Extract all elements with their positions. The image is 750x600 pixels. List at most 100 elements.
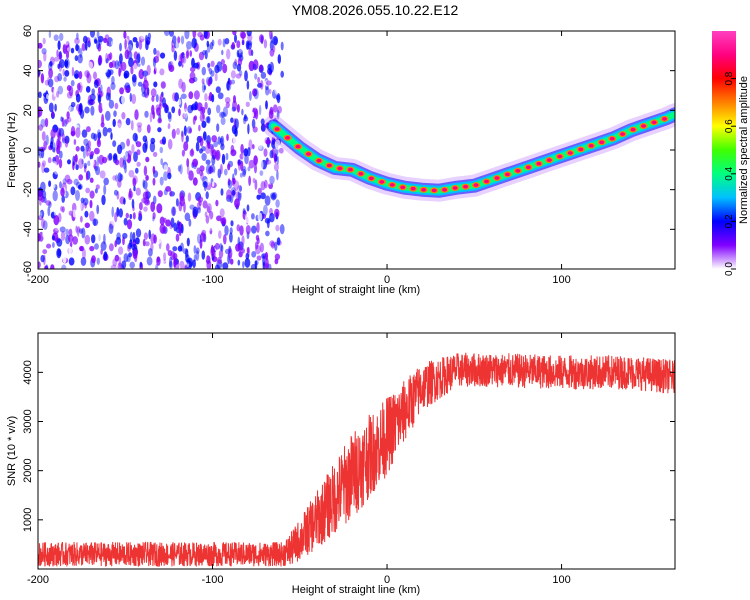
- noise-blob: [221, 216, 227, 226]
- noise-blob: [194, 115, 197, 121]
- noise-blob: [167, 172, 172, 180]
- noise-blob: [264, 257, 269, 269]
- signal-peak: [316, 158, 322, 163]
- noise-blob: [131, 103, 135, 111]
- noise-blob: [246, 204, 250, 212]
- noise-blob: [276, 109, 280, 120]
- noise-blob: [77, 202, 82, 212]
- noise-blob: [53, 56, 60, 62]
- noise-blob: [51, 110, 54, 118]
- noise-blob: [199, 209, 205, 218]
- signal-peak: [473, 183, 479, 187]
- noise-blob: [142, 45, 146, 54]
- noise-blob: [232, 189, 235, 198]
- noise-blob: [201, 250, 206, 260]
- y-tick-label: 1000: [22, 508, 34, 532]
- noise-blob: [97, 230, 102, 241]
- noise-blob: [174, 260, 180, 269]
- noise-blob: [171, 128, 176, 139]
- signal-peak: [557, 154, 563, 159]
- noise-blob: [74, 154, 78, 163]
- noise-blob: [51, 235, 56, 241]
- noise-blob: [134, 253, 138, 263]
- noise-blob: [100, 122, 105, 128]
- noise-blob: [239, 31, 246, 39]
- signal-peak: [285, 136, 291, 140]
- noise-blob: [114, 212, 118, 223]
- noise-blob: [135, 40, 139, 49]
- noise-blob: [150, 242, 154, 252]
- noise-blob: [63, 37, 70, 46]
- noise-blob: [251, 144, 255, 150]
- noise-blob: [198, 135, 203, 142]
- noise-blob: [95, 184, 100, 190]
- noise-blob: [72, 209, 77, 218]
- noise-blob: [64, 135, 70, 144]
- noise-blob: [260, 181, 266, 191]
- x-tick-label: -100: [202, 574, 224, 586]
- noise-blob: [42, 230, 49, 239]
- noise-blob: [156, 221, 160, 228]
- noise-blob: [164, 125, 168, 136]
- noise-blob: [196, 167, 201, 175]
- noise-blob: [131, 144, 135, 154]
- noise-blob: [257, 82, 263, 88]
- colorbar-tick-label: 0.8: [724, 71, 735, 85]
- noise-blob: [109, 243, 114, 252]
- noise-blob: [112, 175, 117, 181]
- noise-blob: [205, 116, 210, 123]
- noise-blob: [68, 104, 72, 112]
- noise-blob: [90, 31, 95, 38]
- noise-blob: [169, 256, 173, 268]
- noise-blob: [157, 190, 163, 198]
- noise-blob: [134, 109, 139, 121]
- noise-blob: [118, 256, 122, 267]
- noise-blob: [268, 88, 272, 95]
- noise-blob: [199, 206, 203, 214]
- noise-blob: [252, 107, 258, 116]
- noise-blob: [101, 194, 106, 206]
- noise-blob: [163, 171, 168, 182]
- noise-blob: [57, 40, 61, 51]
- noise-blob: [272, 35, 279, 46]
- noise-blob: [226, 48, 231, 60]
- noise-blob: [182, 56, 187, 64]
- colorbar-ticks: 0.0 0.2 0.4 0.6 0.8: [724, 71, 736, 276]
- noise-blob: [259, 170, 264, 176]
- noise-blob: [39, 198, 42, 206]
- noise-blob: [112, 140, 117, 148]
- noise-blob: [72, 155, 76, 166]
- noise-blob: [198, 200, 202, 206]
- signal-peak: [641, 124, 647, 128]
- noise-blob: [276, 237, 281, 246]
- noise-blob: [42, 220, 48, 230]
- noise-blob: [75, 181, 82, 189]
- noise-blob: [224, 225, 229, 236]
- noise-blob: [214, 242, 220, 250]
- noise-blob: [230, 220, 234, 227]
- noise-blob: [259, 64, 263, 72]
- noise-blob: [135, 141, 142, 148]
- noise-blob: [185, 50, 189, 59]
- noise-blob: [132, 37, 138, 43]
- noise-blob: [74, 37, 80, 45]
- noise-blob: [70, 186, 76, 196]
- noise-blob: [140, 56, 146, 66]
- noise-blob: [148, 229, 151, 240]
- colorbar-tick-label: 0.4: [724, 166, 735, 180]
- noise-blob: [125, 151, 129, 160]
- noise-blob: [157, 117, 162, 124]
- noise-blob: [221, 100, 225, 109]
- noise-blob: [132, 132, 138, 142]
- noise-blob: [117, 178, 122, 188]
- noise-blob: [39, 209, 45, 219]
- noise-blob: [64, 138, 69, 148]
- noise-blob: [119, 141, 126, 150]
- noise-blob: [53, 227, 59, 235]
- noise-blob: [124, 38, 127, 50]
- noise-blob: [111, 75, 115, 85]
- noise-blob: [54, 103, 57, 112]
- noise-blob: [65, 118, 69, 125]
- noise-blob: [217, 38, 222, 46]
